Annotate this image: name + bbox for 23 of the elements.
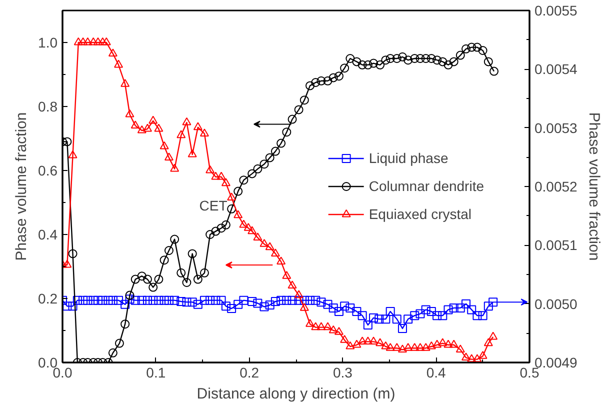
y2-tick-label: 0.0051 <box>534 237 578 254</box>
y2-tick-label: 0.0053 <box>534 120 578 136</box>
x-tick-label: 0.2 <box>240 364 260 380</box>
x-axis-title: Distance along y direction (m) <box>196 386 396 402</box>
legend-label: Equiaxed crystal <box>368 206 472 222</box>
y2-tick-label: 0.0049 <box>534 354 578 370</box>
y-tick-label: 0.4 <box>38 226 58 242</box>
y2-tick-label: 0.0055 <box>534 2 578 18</box>
y-tick-label: 0.2 <box>38 290 58 306</box>
y-axis-title: Phase volume fraction <box>13 112 30 261</box>
legend-label: Columnar dendrite <box>368 178 484 194</box>
y2-axis-title: Phase volume fraction <box>585 112 602 261</box>
y2-tick-label: 0.0050 <box>534 296 578 312</box>
legend-label: Liquid phase <box>368 150 448 166</box>
y-tick-label: 0.8 <box>38 98 58 114</box>
x-tick-label: 0.1 <box>146 364 166 380</box>
y-tick-label: 1.0 <box>38 34 58 50</box>
x-tick-label: 0.4 <box>426 364 446 380</box>
y2-tick-label: 0.0052 <box>534 178 578 194</box>
annotation: CET <box>199 198 228 214</box>
y-tick-label: 0.6 <box>38 162 58 178</box>
x-tick-label: 0.3 <box>332 364 353 380</box>
y2-tick-label: 0.0054 <box>534 61 578 78</box>
